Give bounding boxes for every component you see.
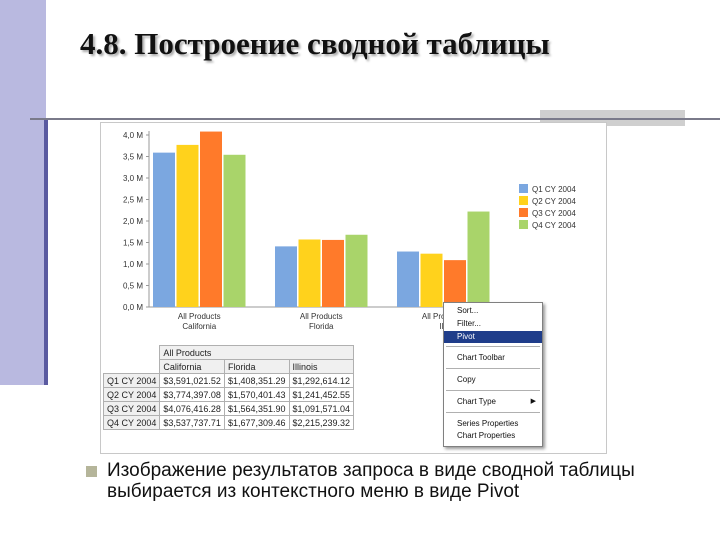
y-tick-label: 4,0 M <box>123 131 143 140</box>
pivot-col-group[interactable]: All Products <box>159 345 355 360</box>
bar[interactable] <box>397 251 419 307</box>
y-tick-label: 3,0 M <box>123 174 143 183</box>
menu-item-series-properties[interactable]: Series Properties <box>457 419 519 428</box>
legend-swatch <box>519 220 528 229</box>
pivot-row: Q4 CY 2004 $3,537,737.71 $1,677,309.46 $… <box>102 415 355 430</box>
bar[interactable] <box>176 144 199 307</box>
legend-swatch <box>519 208 528 217</box>
pivot-row-header[interactable]: Q3 CY 2004 <box>102 401 161 416</box>
menu-separator <box>446 412 540 413</box>
pivot-cell[interactable]: $1,570,401.43 <box>223 387 290 402</box>
pivot-row-header[interactable]: Q4 CY 2004 <box>102 415 161 430</box>
pivot-col-header[interactable]: Florida <box>223 359 290 374</box>
pivot-cell[interactable]: $2,215,239.32 <box>288 415 355 430</box>
y-tick-label: 0,5 M <box>123 282 143 291</box>
menu-separator <box>446 346 540 347</box>
menu-item-chart-type[interactable]: Chart Type ▶ <box>444 396 542 408</box>
menu-item-chart-type-label: Chart Type <box>457 397 496 406</box>
pivot-cell[interactable]: $4,076,416.28 <box>159 401 225 416</box>
y-tick-label: 2,0 M <box>123 217 143 226</box>
menu-item-chart-properties[interactable]: Chart Properties <box>457 431 516 440</box>
submenu-arrow-icon: ▶ <box>530 398 536 405</box>
menu-item-copy[interactable]: Copy <box>457 375 476 384</box>
bar[interactable] <box>200 131 222 307</box>
pivot-cell[interactable]: $3,591,021.52 <box>159 373 225 388</box>
menu-item-chart-toolbar[interactable]: Chart Toolbar <box>457 353 505 362</box>
pivot-cell[interactable]: $1,241,452.55 <box>288 387 355 402</box>
bar[interactable] <box>467 211 490 307</box>
category-label: California <box>182 322 216 331</box>
bullet-square-icon <box>86 466 97 477</box>
pivot-col-header[interactable]: Illinois <box>288 359 355 374</box>
bar[interactable] <box>153 152 175 307</box>
bar[interactable] <box>298 239 321 307</box>
y-tick-label: 1,5 M <box>123 239 143 248</box>
pivot-row-header[interactable]: Q1 CY 2004 <box>102 373 161 388</box>
pivot-cell[interactable]: $1,677,309.46 <box>223 415 290 430</box>
menu-separator <box>446 390 540 391</box>
pivot-col-header[interactable]: California <box>159 359 225 374</box>
legend-swatch <box>519 184 528 193</box>
menu-separator <box>446 368 540 369</box>
bar[interactable] <box>345 234 368 307</box>
pivot-cell[interactable]: $1,408,351.29 <box>223 373 290 388</box>
legend-label: Q2 CY 2004 <box>532 197 576 206</box>
bar[interactable] <box>223 154 246 307</box>
menu-item-filter[interactable]: Filter... <box>457 319 482 328</box>
pivot-cell[interactable]: $3,537,737.71 <box>159 415 225 430</box>
bar[interactable] <box>275 246 297 307</box>
menu-item-sort[interactable]: Sort... <box>457 306 479 315</box>
pivot-row-header[interactable]: Q2 CY 2004 <box>102 387 161 402</box>
pivot-cell[interactable]: $3,774,397.08 <box>159 387 225 402</box>
slide-left-bar <box>0 0 46 385</box>
pivot-row: Q2 CY 2004 $3,774,397.08 $1,570,401.43 $… <box>102 387 355 402</box>
legend-label: Q3 CY 2004 <box>532 209 576 218</box>
pivot-row: Q3 CY 2004 $4,076,416.28 $1,564,351.90 $… <box>102 401 355 416</box>
slide-title: 4.8. Построение сводной таблицы <box>80 26 550 61</box>
category-label: All Products <box>300 312 343 321</box>
pivot-cell[interactable]: $1,091,571.04 <box>288 401 355 416</box>
y-tick-label: 0,0 M <box>123 303 143 312</box>
legend-label: Q4 CY 2004 <box>532 221 576 230</box>
menu-item-pivot[interactable]: Pivot <box>444 331 542 343</box>
pivot-corner <box>103 345 160 360</box>
pivot-cell[interactable]: $1,564,351.90 <box>223 401 290 416</box>
category-label: All Products <box>178 312 221 321</box>
legend-label: Q1 CY 2004 <box>532 185 576 194</box>
bar[interactable] <box>420 253 443 307</box>
pivot-table-area: All Products California Florida Illinois… <box>101 343 446 453</box>
y-tick-label: 2,5 M <box>123 196 143 205</box>
pivot-row: Q1 CY 2004 $3,591,021.52 $1,408,351.29 $… <box>102 373 355 388</box>
slide-left-bar-edge <box>44 120 48 385</box>
title-rule <box>30 118 720 120</box>
bar[interactable] <box>444 260 466 307</box>
pivot-corner-2 <box>103 359 160 374</box>
pivot-cell[interactable]: $1,292,614.12 <box>288 373 355 388</box>
context-menu: Sort... Filter... Pivot Chart Toolbar Co… <box>443 302 543 447</box>
y-tick-label: 3,5 M <box>123 153 143 162</box>
y-tick-label: 1,0 M <box>123 260 143 269</box>
category-label: Florida <box>309 322 334 331</box>
bar[interactable] <box>322 239 344 307</box>
pivot-table: All Products California Florida Illinois… <box>102 345 355 430</box>
bullet-text: Изображение результатов запроса в виде с… <box>107 460 635 502</box>
legend-swatch <box>519 196 528 205</box>
